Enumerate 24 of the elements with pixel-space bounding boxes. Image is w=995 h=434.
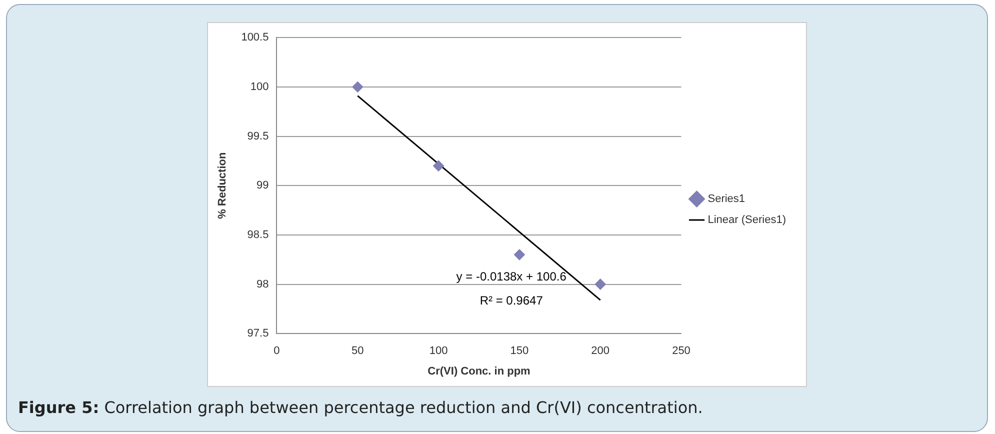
x-tick-label: 50: [352, 345, 364, 358]
y-tick-label: 100.5: [241, 32, 269, 44]
y-tick-label: 99.5: [247, 130, 269, 142]
legend-label: Linear (Series1): [708, 214, 786, 226]
annotation: y = -0.0138x + 100.6: [456, 270, 567, 284]
point: [514, 249, 525, 260]
y-tick-label: 97.5: [247, 328, 269, 340]
point: [433, 160, 444, 172]
point: [594, 278, 606, 290]
legend-label: Series1: [708, 193, 746, 206]
x-tick-label: 0: [274, 345, 280, 358]
caption: Figure 5: Correlation graph between percentage reduction and Cr(VI) concentration.: [18, 398, 703, 417]
y-tick-label: 99: [256, 180, 269, 192]
x-tick-label: 100: [429, 345, 448, 358]
y-axis-title: % Reduction: [216, 152, 229, 219]
point: [352, 81, 364, 92]
x-tick-label: 200: [591, 345, 610, 358]
y-tick-label: 100: [250, 80, 269, 93]
x-axis-title: Cr(VI) Conc. in ppm: [428, 365, 531, 378]
annotation: R² = 0.9647: [480, 293, 544, 308]
x-tick-label: 150: [510, 345, 529, 358]
y-tick-label: 98: [256, 278, 269, 290]
y-tick-label: 98.5: [247, 228, 269, 241]
x-tick-label: 250: [672, 345, 690, 358]
